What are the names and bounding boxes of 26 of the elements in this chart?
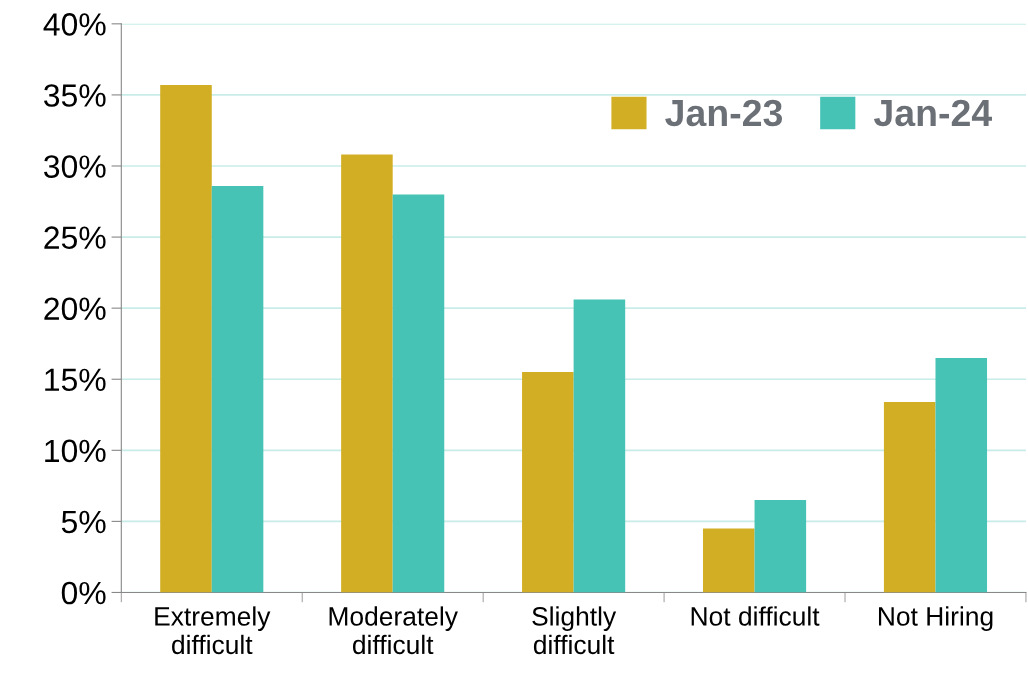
legend-label: Jan-24 (873, 99, 993, 127)
bar (883, 401, 936, 593)
bar (211, 185, 264, 593)
y-tick-label: 35% (44, 84, 106, 107)
bar (392, 194, 445, 593)
legend-label: Jan-23 (665, 99, 783, 127)
bar (522, 372, 574, 593)
y-tick-label: 25% (44, 226, 106, 249)
bar (573, 299, 626, 593)
bar (341, 154, 393, 593)
bar (754, 500, 807, 593)
y-tick-label: 5% (61, 510, 106, 534)
y-tick-label: 10% (45, 439, 106, 463)
y-tick-label: 15% (45, 368, 106, 392)
x-tick-label: Moderately difficult (329, 606, 458, 655)
bar (935, 357, 988, 593)
y-tick-label: 20% (44, 297, 106, 321)
y-tick-label: 40% (43, 13, 106, 36)
x-tick-label: Slightly difficult (532, 606, 617, 655)
x-tick-label: Not Hiring (878, 606, 993, 631)
x-tick-label: Extremely difficult (155, 606, 271, 655)
y-tick-label: 0% (61, 581, 106, 605)
bar (702, 528, 755, 593)
x-tick-label: Not difficult (691, 606, 820, 626)
y-tick-label: 30% (44, 155, 106, 178)
bar (160, 84, 212, 593)
